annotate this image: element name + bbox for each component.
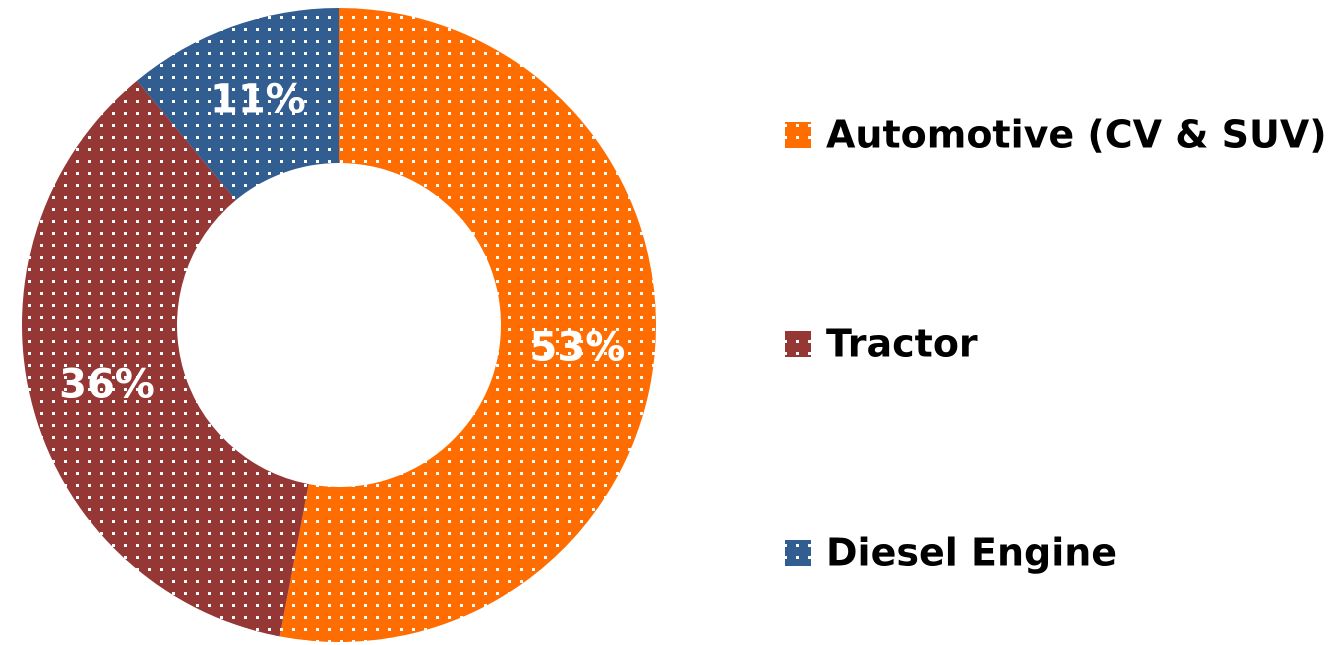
donut-slice <box>279 8 656 642</box>
legend-item: Automotive (CV & SUV) <box>785 113 1327 157</box>
legend-label: Diesel Engine <box>826 531 1117 575</box>
legend-swatch <box>785 540 811 566</box>
legend-item: Tractor <box>785 322 978 366</box>
legend-swatch <box>785 331 811 357</box>
data-label: 11% <box>210 77 306 123</box>
legend-label: Automotive (CV & SUV) <box>826 113 1327 157</box>
donut-slice <box>21 80 309 637</box>
donut-slice <box>136 8 339 201</box>
data-label: 53% <box>530 325 626 371</box>
legend-swatch <box>785 122 811 148</box>
data-label: 36% <box>59 362 155 408</box>
legend-item: Diesel Engine <box>785 531 1117 575</box>
legend-label: Tractor <box>826 322 978 366</box>
